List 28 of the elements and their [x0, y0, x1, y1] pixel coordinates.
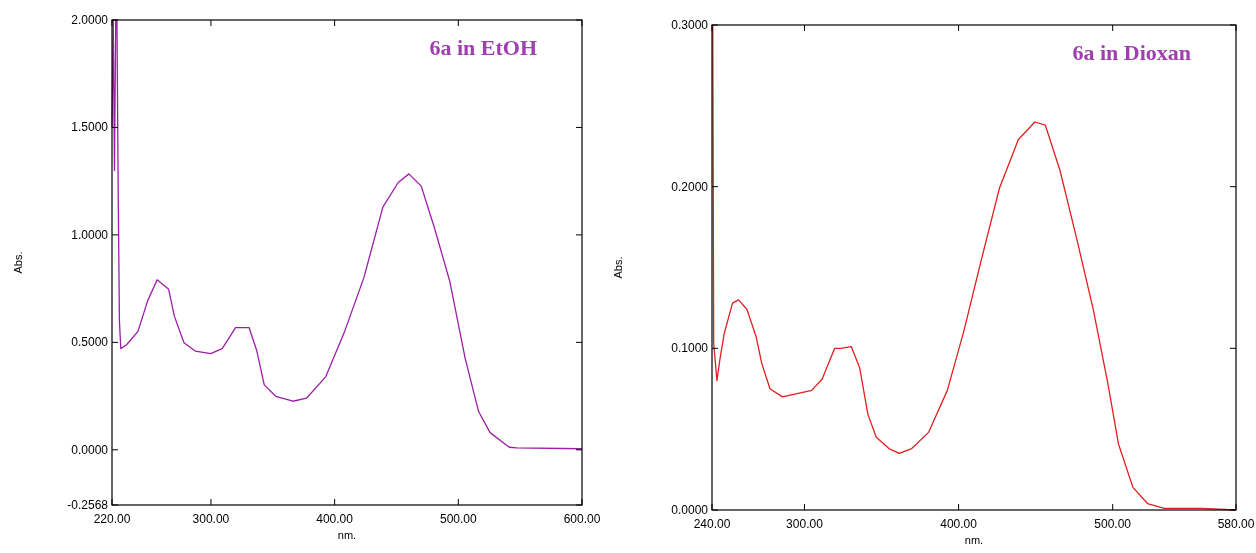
y-tick-label: 0.1000 [671, 341, 709, 356]
y-tick-label: 0.0000 [671, 503, 709, 517]
x-tick-label: 500.00 [439, 512, 477, 526]
y-tick-label: 0.5000 [71, 335, 109, 350]
x-tick-label: 600.00 [563, 512, 601, 526]
y-tick-label: 0.3000 [671, 18, 709, 32]
line-series [111, 19, 583, 450]
x-tick-label: 500.00 [1094, 517, 1132, 531]
x-tick-label: 240.00 [693, 517, 731, 531]
y-axis-title: Abs. [12, 251, 24, 274]
text: 6a in EtOH [429, 35, 537, 60]
y-tick-label: 0.0000 [71, 442, 109, 457]
y-tick-label: 2.0000 [71, 13, 109, 27]
x-axis-title: nm. [964, 534, 984, 546]
x-tick-label: 400.00 [316, 512, 354, 526]
y-tick-label: 1.0000 [71, 227, 109, 242]
line-series [712, 24, 1237, 511]
x-tick-label: 300.00 [192, 512, 230, 526]
y-tick-label: 1.5000 [71, 120, 109, 135]
y-axis-title: Abs. [612, 256, 624, 279]
y-tick-label: 0.2000 [671, 179, 709, 194]
text: 6a in Dioxan [1072, 40, 1191, 65]
x-tick-label: 580.00 [1217, 517, 1255, 531]
x-tick-label: 300.00 [786, 517, 824, 531]
x-tick-label: 400.00 [940, 517, 978, 531]
x-tick-label: 220.00 [93, 512, 131, 526]
x-axis-title: nm. [337, 529, 357, 541]
y-tick-label: -0.2568 [67, 498, 109, 512]
